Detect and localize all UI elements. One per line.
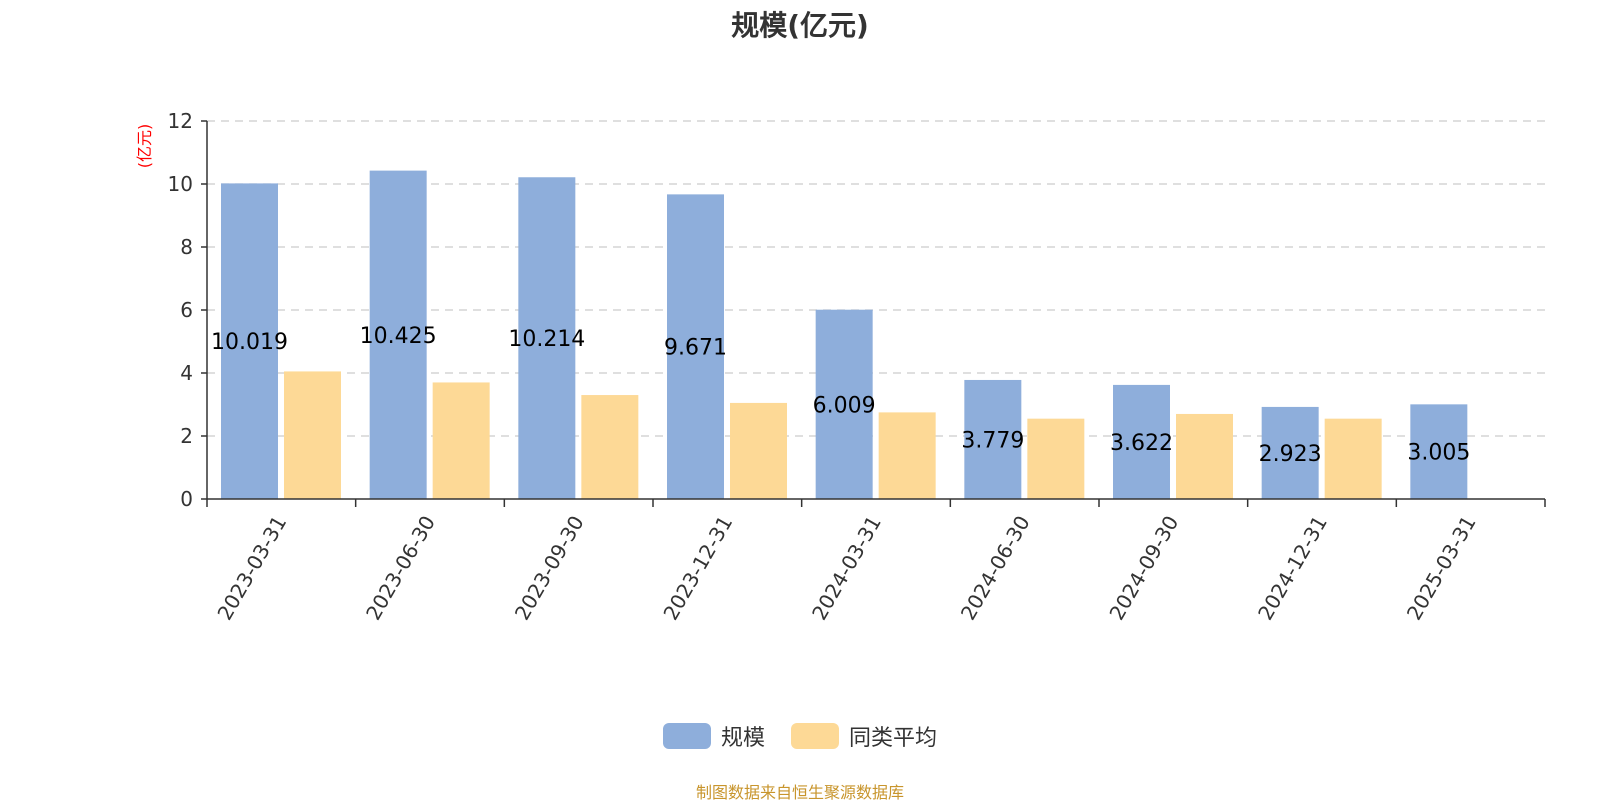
y-tick-label: 10 [168,172,193,196]
y-tick-label: 6 [180,298,193,322]
legend-swatch [662,723,711,749]
y-axis-label: (亿元) [135,124,154,169]
x-tick-label: 2024-09-30 [1104,512,1183,625]
bar-peer-average [1176,413,1233,499]
legend-item[interactable]: 同类平均 [791,720,937,752]
legend: 规模 同类平均 [0,720,1600,752]
bar-peer-average [878,412,936,499]
legend-item[interactable]: 规模 [662,720,765,752]
data-label: 6.009 [813,393,876,418]
data-label: 10.019 [211,330,288,355]
chart-title: 规模(亿元) [731,9,869,42]
bar-scale [221,183,278,500]
bar-scale [667,194,724,499]
bar-scale [1113,384,1170,499]
bar-scale [369,170,427,500]
y-tick-label: 12 [168,109,193,133]
data-label: 2.923 [1259,442,1322,467]
legend-swatch [791,723,839,749]
bar-peer-average [284,371,341,499]
y-tick-label: 8 [180,235,193,259]
bar-scale [964,379,1022,499]
data-label: 10.214 [508,327,585,352]
x-tick-label: 2024-03-31 [807,512,886,625]
bar-scale [1261,406,1319,499]
x-tick-label: 2023-12-31 [658,512,737,625]
source-note: 制图数据来自恒生聚源数据库 [695,783,904,802]
data-label: 3.005 [1407,441,1470,466]
legend-label: 规模 [720,726,765,751]
bar-chart: 0 2 4 6 8 10 12 (亿元) 10.019 10.425 10.214 9.671 6.00… [135,109,1546,625]
x-tick-label: 2023-09-30 [510,512,589,625]
bar-scale [1410,404,1468,499]
x-tick-label: 2024-06-30 [956,512,1035,625]
y-tick-label: 0 [180,487,193,511]
x-tick-label: 2023-06-30 [361,512,440,625]
data-label: 9.671 [664,336,727,361]
data-label: 3.779 [961,428,1024,453]
y-tick-label: 2 [180,424,193,448]
x-tick-label: 2023-03-31 [212,512,291,625]
legend-label: 同类平均 [849,726,938,751]
bar-peer-average [432,382,490,499]
y-tick-label: 4 [180,361,193,385]
bar-peer-average [581,395,639,499]
bar-peer-average [730,402,787,499]
bar-scale [815,309,873,499]
bar-peer-average [1027,418,1085,499]
data-label: 3.622 [1110,431,1173,456]
bar-scale [518,177,576,499]
data-label: 10.425 [360,324,437,349]
bar-peer-average [1324,418,1382,499]
x-tick-label: 2024-12-31 [1253,512,1332,625]
x-tick-label: 2025-03-31 [1402,512,1481,625]
